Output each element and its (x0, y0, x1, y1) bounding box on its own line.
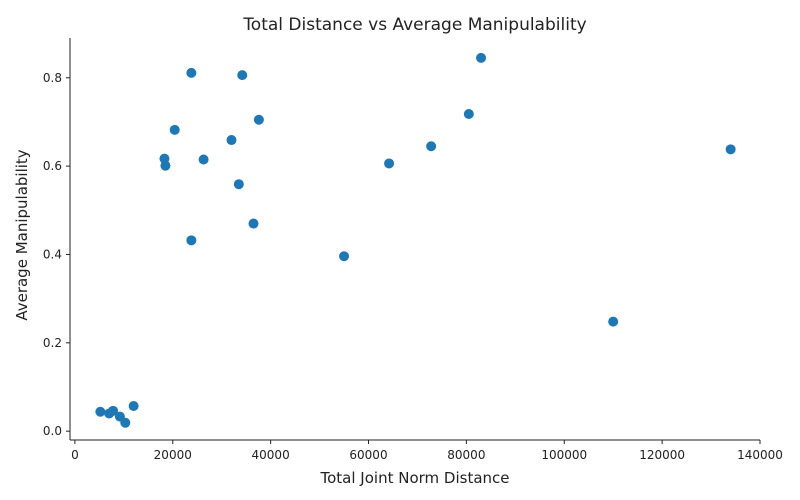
scatter-point (384, 158, 395, 169)
y-tick-label: 0.4 (43, 247, 62, 261)
scatter-point (725, 144, 736, 155)
scatter-point (128, 400, 139, 411)
scatter-point (169, 124, 180, 135)
scatter-point (476, 52, 487, 63)
x-tick-label: 120000 (639, 448, 685, 462)
y-tick-label: 0.8 (43, 71, 62, 85)
y-tick-label: 0.2 (43, 336, 62, 350)
scatter-point (463, 108, 474, 119)
scatter-point (226, 135, 237, 146)
scatter-point (120, 417, 131, 428)
chart-title: Total Distance vs Average Manipulability (242, 15, 586, 35)
scatter-point (253, 114, 264, 125)
x-tick-label: 0 (71, 448, 79, 462)
x-tick-label: 80000 (447, 448, 485, 462)
scatter-point (95, 406, 106, 417)
x-tick-label: 40000 (252, 448, 290, 462)
y-axis-label: Average Manipulability (13, 149, 31, 320)
scatter-point (186, 67, 197, 78)
x-tick-label: 140000 (737, 448, 783, 462)
scatter-point (608, 316, 619, 327)
y-tick-label: 0.6 (43, 159, 62, 173)
y-tick-label: 0.0 (43, 424, 62, 438)
scatter-point (426, 141, 437, 152)
x-axis-ticks: 0 20000 40000 60000 80000 100000 120000 140000 (71, 440, 783, 462)
x-tick-label: 20000 (154, 448, 192, 462)
x-tick-label: 60000 (349, 448, 387, 462)
scatter-point (198, 154, 209, 165)
scatter-point (339, 251, 350, 262)
scatter-point (160, 160, 171, 171)
x-axis-label: Total Joint Norm Distance (320, 469, 510, 487)
y-axis-ticks: 0.0 0.2 0.4 0.6 0.8 (43, 71, 70, 438)
x-tick-label: 100000 (541, 448, 587, 462)
scatter-point (248, 218, 259, 229)
data-points (95, 52, 736, 428)
scatter-point (233, 179, 244, 190)
scatter-point (108, 405, 119, 416)
scatter-point (186, 235, 197, 246)
scatter-point (237, 70, 248, 81)
